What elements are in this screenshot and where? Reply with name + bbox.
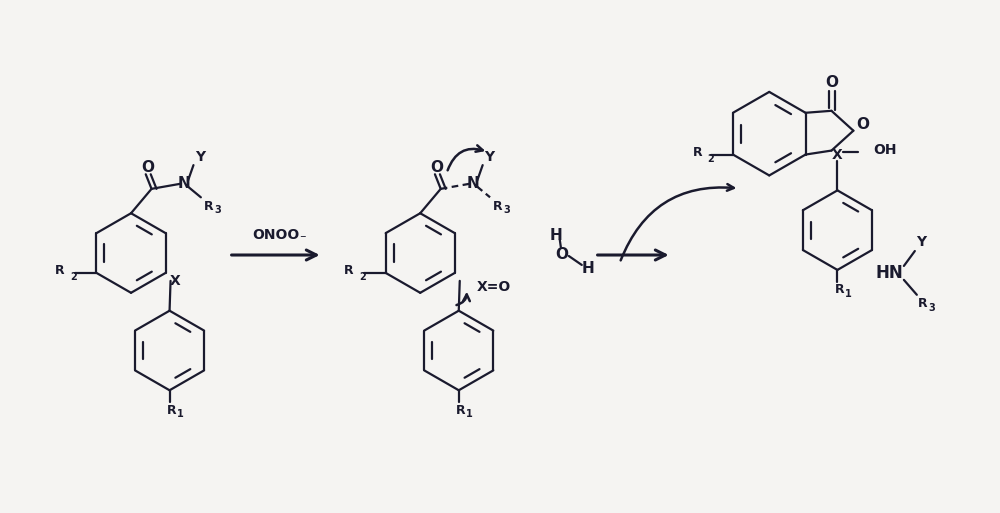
Text: 1: 1	[845, 289, 852, 299]
Text: O: O	[430, 160, 443, 175]
Text: R: R	[918, 297, 928, 310]
Text: 2: 2	[708, 153, 714, 164]
Text: H: H	[581, 262, 594, 277]
Text: O: O	[856, 117, 869, 132]
Text: Y: Y	[195, 150, 206, 164]
Text: O: O	[141, 160, 154, 175]
Text: X: X	[832, 148, 843, 162]
Text: 2: 2	[70, 272, 77, 282]
Text: N: N	[178, 176, 190, 191]
Text: 1: 1	[177, 409, 184, 419]
Text: 3: 3	[928, 303, 935, 313]
Text: Y: Y	[485, 150, 495, 164]
Text: R: R	[167, 404, 176, 417]
Text: HN: HN	[875, 264, 903, 282]
Text: O: O	[825, 75, 838, 90]
Text: R: R	[456, 404, 466, 417]
Text: 3: 3	[214, 205, 221, 215]
Text: H: H	[549, 228, 562, 243]
Text: R: R	[344, 264, 354, 278]
Text: ⁻: ⁻	[299, 232, 306, 246]
Text: OH: OH	[873, 143, 897, 156]
Text: R: R	[55, 264, 65, 278]
Text: 2: 2	[359, 272, 366, 282]
Text: N: N	[467, 176, 480, 191]
Text: O: O	[555, 247, 568, 262]
Text: R: R	[835, 283, 844, 297]
Text: X: X	[170, 274, 181, 288]
Text: 1: 1	[466, 409, 473, 419]
Text: R: R	[493, 200, 503, 213]
Text: R: R	[692, 146, 702, 159]
Text: Y: Y	[916, 235, 926, 249]
Text: ONOO: ONOO	[252, 228, 299, 242]
Text: X=O: X=O	[477, 280, 511, 294]
Text: 3: 3	[504, 205, 510, 215]
Text: R: R	[204, 200, 214, 213]
